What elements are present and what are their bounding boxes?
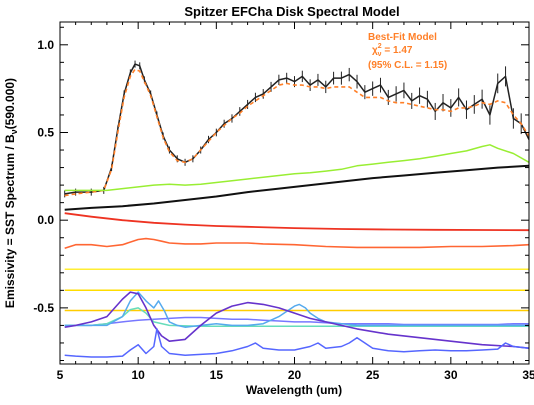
x-tick-label: 15: [210, 368, 224, 382]
y-axis-label-tail: (590.000): [3, 78, 17, 129]
annotation-chi-sup: 2: [378, 43, 382, 50]
series-line-4: [64, 212, 530, 232]
annotation-chi-symbol: χ: [372, 45, 378, 56]
x-tick-label: 30: [444, 368, 458, 382]
fit-annotation: Best-Fit Model χ2 ν = 1.47 (95% C.L. = 1.…: [368, 32, 447, 71]
y-tick-label: 1.0: [37, 38, 54, 52]
x-tick-label: 20: [288, 368, 302, 382]
x-tick-label: 25: [366, 368, 380, 382]
series-layer: [64, 60, 530, 358]
tick-layer: 5 10 15 20 25 30 35 -0.5 0.0 0.5 1.0: [33, 22, 534, 382]
y-tick-label: 0.0: [37, 213, 54, 227]
x-tick-label: 10: [131, 368, 145, 382]
annotation-line-3: (95% C.L. = 1.15): [368, 60, 447, 71]
series-line-11: [64, 291, 529, 328]
x-tick-label: 35: [522, 368, 534, 382]
series-line-0: [64, 63, 530, 195]
chart-title: Spitzer EFCha Disk Spectral Model: [184, 4, 399, 19]
y-tick-label: 0.5: [37, 125, 54, 139]
x-axis-label: Wavelength (um): [246, 383, 342, 397]
series-line-2: [64, 144, 530, 192]
annotation-line-1: Best-Fit Model: [368, 32, 437, 43]
series-line-1: [64, 68, 530, 197]
series-line-13: [64, 328, 530, 358]
annotation-chi-square: χ2 ν = 1.47: [372, 43, 413, 58]
x-tick-label: 5: [57, 368, 64, 382]
y-axis-label-sub: ν: [9, 129, 19, 134]
y-axis-label-main: Emissivity = SST Spectrum / B: [3, 134, 17, 308]
series-line-12: [64, 291, 530, 349]
annotation-chi-value: = 1.47: [382, 45, 413, 56]
series-line-9: [64, 316, 529, 327]
series-line-3: [64, 164, 530, 211]
series-line-5: [64, 237, 530, 249]
y-tick-label: -0.5: [33, 301, 54, 315]
y-axis-label: Emissivity = SST Spectrum / Bν(590.000): [3, 78, 19, 308]
annotation-chi-sub: ν: [378, 51, 382, 58]
